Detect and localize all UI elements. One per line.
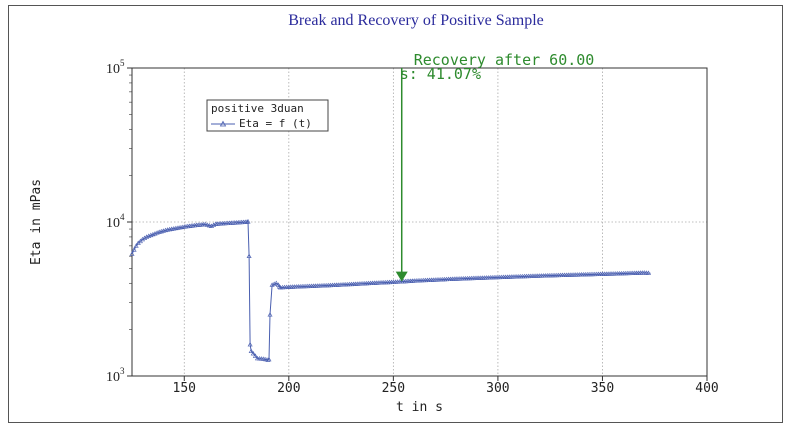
series-group <box>129 219 651 362</box>
data-point <box>142 235 148 241</box>
data-point <box>244 219 250 224</box>
data-point <box>271 281 277 286</box>
data-point <box>206 222 212 228</box>
x-axis-label: t in s <box>396 400 443 415</box>
data-point <box>144 234 150 239</box>
x-tick-label: 400 <box>695 381 718 396</box>
data-point <box>273 280 279 286</box>
y-tick-exponent: 3 <box>120 366 125 376</box>
data-point <box>211 222 217 227</box>
y-tick-label: 10 <box>106 370 120 385</box>
data-point <box>148 232 154 238</box>
y-tick-label: 10 <box>106 216 120 231</box>
data-point <box>247 341 253 347</box>
x-tick-label: 250 <box>382 381 405 396</box>
data-point <box>150 231 156 237</box>
data-point <box>152 231 158 236</box>
data-point <box>266 356 272 362</box>
data-point <box>252 353 258 358</box>
y-tick-label: 10 <box>106 62 120 77</box>
data-point <box>204 222 210 227</box>
data-point <box>139 236 145 242</box>
x-tick-label: 150 <box>173 381 196 396</box>
data-point <box>131 247 137 252</box>
recovery-annotation: Recovery after 60.00 s: 41.07% <box>395 51 595 282</box>
data-point <box>645 270 651 275</box>
x-tick-label: 350 <box>591 381 614 396</box>
data-point <box>245 219 251 224</box>
data-point <box>248 348 254 353</box>
x-tick-label: 300 <box>486 381 509 396</box>
y-tick-exponent: 5 <box>120 58 125 68</box>
data-point <box>261 356 267 361</box>
recovery-annotation-line2: s: 41.07% <box>400 65 481 83</box>
data-point <box>154 230 160 235</box>
data-point <box>246 253 252 258</box>
recovery-arrow-head <box>395 271 408 282</box>
chart-title: Break and Recovery of Positive Sample <box>288 12 544 29</box>
data-point <box>208 223 214 228</box>
data-point <box>129 251 135 256</box>
data-point <box>267 312 273 317</box>
data-point <box>250 350 256 356</box>
recovery-annotation-line1: Recovery after 60.00 <box>414 51 595 69</box>
data-point <box>263 356 269 362</box>
data-point <box>133 243 139 248</box>
grid-lines <box>132 68 707 376</box>
data-point <box>265 357 271 362</box>
chart-frame <box>8 5 783 423</box>
legend-entry: Eta = f (t) <box>239 117 312 130</box>
data-point <box>269 282 275 287</box>
x-axis-ticks: 150 200 250 300 350 400 <box>173 376 719 396</box>
legend-box <box>206 99 329 132</box>
legend-series-marker <box>219 120 227 127</box>
legend-title: positive 3duan <box>211 102 304 115</box>
legend: positive 3duan Eta = f (t) <box>206 99 329 132</box>
data-point <box>202 221 208 227</box>
x-tick-label: 200 <box>277 381 300 396</box>
y-tick-exponent: 4 <box>120 212 125 222</box>
data-point <box>146 233 152 238</box>
data-point <box>276 284 282 289</box>
y-axis-label: Eta in mPas <box>29 179 44 265</box>
series-line <box>131 221 651 361</box>
